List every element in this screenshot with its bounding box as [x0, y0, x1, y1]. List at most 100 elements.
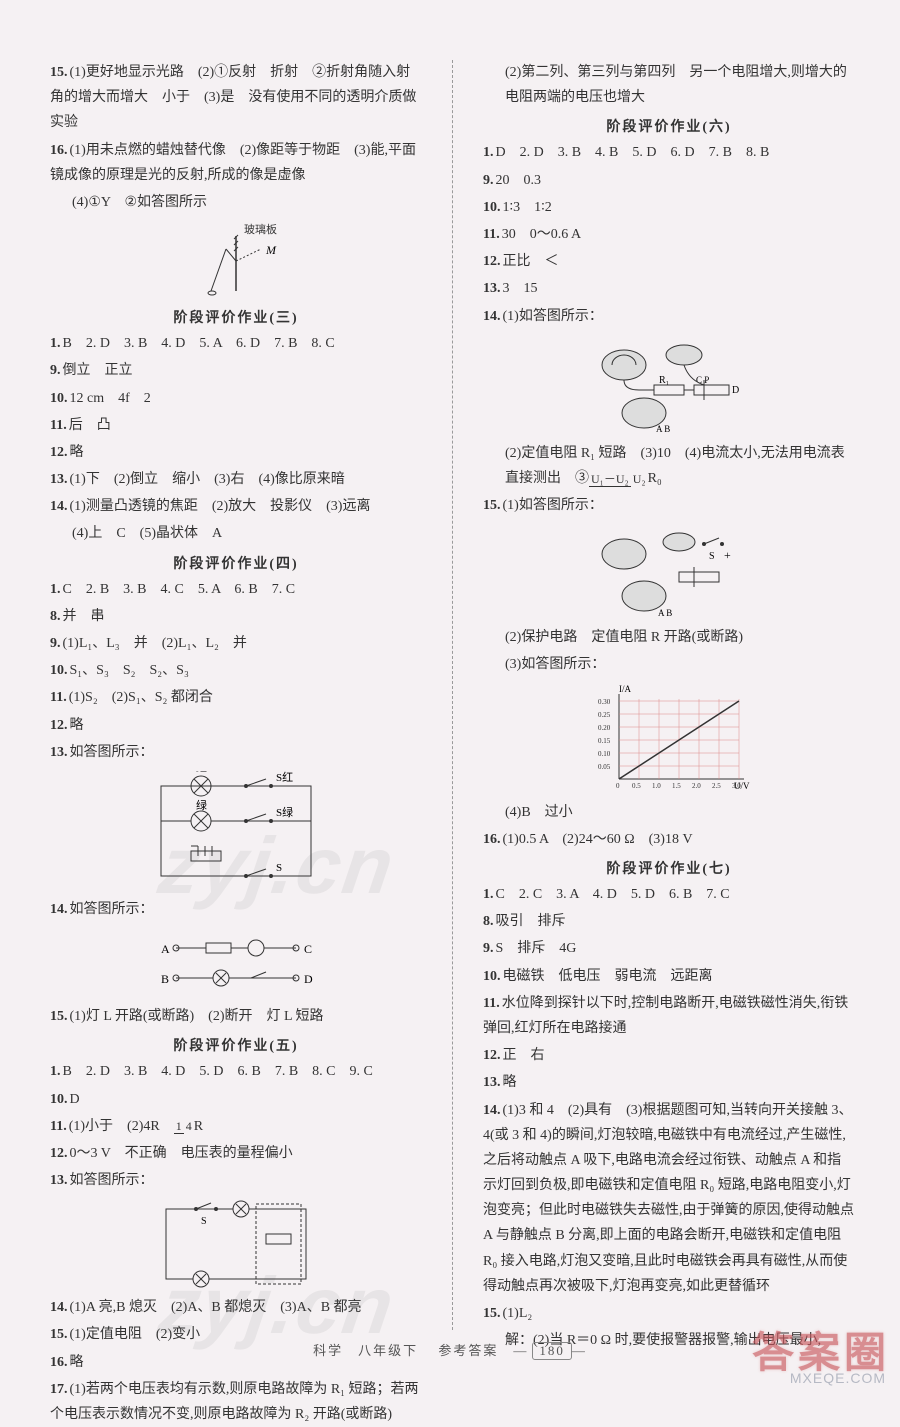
svg-text:+: + — [724, 548, 731, 562]
frac-bot: U₂ — [631, 472, 648, 486]
glass-label: 玻璃板 — [244, 222, 277, 236]
qnum: 11. — [50, 690, 67, 705]
frac-top: 1 — [174, 1119, 184, 1134]
qtext-post: R — [194, 1119, 203, 1134]
qtext: 略 — [70, 445, 84, 460]
label-s-red: S红 — [276, 771, 293, 784]
qtext: (1)S₂ (2)S₁、S₂ 都闭合 — [69, 690, 213, 705]
figure-circuit-measure-1: R₁ C P D A B — [483, 335, 855, 435]
svg-text:1.5: 1.5 — [672, 782, 681, 790]
svg-text:0.10: 0.10 — [598, 750, 611, 758]
section-4-title: 阶段评价作业(四) — [50, 553, 422, 573]
qtext: (1)灯 L 开路(或断路) (2)断开 灯 L 短路 — [70, 1009, 324, 1024]
qnum: 12. — [50, 445, 68, 460]
qtext: (1)0.5 A (2)24～60 Ω (3)18 V — [503, 832, 693, 847]
q16: 16.(1)用未点燃的蜡烛替代像 (2)像距等于物距 (3)能,平面镜成像的原理… — [50, 138, 422, 188]
label-cp: C P — [696, 375, 709, 385]
q15: 15.(1)更好地显示光路 (2)①反射 折射 ②折射角随入射角的增大而增大 小… — [50, 60, 422, 136]
qtext: (1)如答图所示： — [503, 309, 603, 324]
qtext: 30 0～0.6 A — [502, 227, 581, 242]
page-container: 15.(1)更好地显示光路 (2)①反射 折射 ②折射角随入射角的增大而增大 小… — [0, 0, 900, 1390]
svg-text:0.5: 0.5 — [632, 782, 641, 790]
s3-q14: 14.(1)测量凸透镜的焦距 (2)放大 投影仪 (3)远离 — [50, 494, 422, 519]
qtext: 电磁铁 低电压 弱电流 远距离 — [503, 969, 713, 984]
qtext: (1)L₁、L₃ 并 (2)L₁、L₂ 并 — [63, 636, 247, 651]
qnum: 9. — [483, 173, 494, 188]
qnum: 12. — [483, 254, 501, 269]
qnum: 11. — [483, 227, 500, 242]
section-6-title: 阶段评价作业(六) — [483, 116, 855, 136]
qtext: 正比 ＜ — [503, 254, 559, 269]
s4-q8: 8.并 串 — [50, 604, 422, 629]
footer-subject: 科学 八年级下 — [313, 1343, 418, 1358]
qnum: 1. — [483, 145, 494, 160]
s6-q14: 14.(1)如答图所示： — [483, 304, 855, 329]
svg-text:C: C — [304, 942, 312, 956]
s3-q12: 12.略 — [50, 440, 422, 465]
qnum: 10. — [50, 391, 68, 406]
qnum: 16. — [50, 143, 68, 158]
svg-text:0.05: 0.05 — [598, 763, 611, 771]
qtext: 倒立 正立 — [63, 363, 133, 378]
qtext: B 2. D 3. B 4. D 5. A 6. D 7. B 8. C — [63, 336, 335, 351]
qtext: (1)更好地显示光路 (2)①反射 折射 ②折射角随入射角的增大而增大 小于 (… — [50, 65, 416, 130]
qtext: 如答图所示： — [70, 902, 154, 917]
s3-q13: 13.(1)下 (2)倒立 缩小 (3)右 (4)像比原来暗 — [50, 467, 422, 492]
label-ab: A B — [658, 608, 672, 618]
s3-q11: 11.后 凸 — [50, 413, 422, 438]
label-green: 绿 — [196, 798, 207, 812]
s7-q13: 13.略 — [483, 1070, 855, 1095]
qnum: 8. — [50, 609, 61, 624]
svg-text:2.5: 2.5 — [712, 782, 721, 790]
s5-q13: 13.如答图所示： — [50, 1168, 422, 1193]
svg-text:S: S — [201, 1216, 207, 1227]
qnum: 8. — [483, 914, 494, 929]
s4-q9: 9.(1)L₁、L₃ 并 (2)L₁、L₂ 并 — [50, 631, 422, 656]
s7-q8: 8.吸引 排斥 — [483, 909, 855, 934]
qnum: 9. — [50, 363, 61, 378]
s4-q1: 1.C 2. B 3. B 4. C 5. A 6. B 7. C — [50, 577, 422, 602]
s4-q12: 12.略 — [50, 713, 422, 738]
left-column: 15.(1)更好地显示光路 (2)①反射 折射 ②折射角随入射角的增大而增大 小… — [50, 60, 422, 1330]
figure-circuit-rg: 红 S红 绿 S绿 S — [50, 771, 422, 891]
qtext: 正 右 — [503, 1048, 545, 1063]
s6-q14b: (2)定值电阻 R₁ 短路 (3)10 (4)电流太小,无法用电流表直接测出 ③… — [483, 441, 855, 491]
s6-q10: 10.1∶3 1∶2 — [483, 195, 855, 220]
label-red: 红 — [196, 771, 207, 774]
qtext: 吸引 排斥 — [496, 914, 566, 929]
qnum: 11. — [483, 996, 500, 1011]
section-5-title: 阶段评价作业(五) — [50, 1035, 422, 1055]
qnum: 1. — [50, 582, 61, 597]
qtext: 如答图所示： — [70, 745, 154, 760]
qnum: 15. — [50, 65, 68, 80]
qtext: S₁、S₃ S₂ S₂、S₃ — [70, 663, 189, 678]
qtext: D 2. D 3. B 4. B 5. D 6. D 7. B 8. B — [496, 145, 770, 160]
qtext: C 2. C 3. A 4. D 5. D 6. B 7. C — [496, 887, 730, 902]
qnum: 17. — [50, 1382, 68, 1397]
qnum: 11. — [50, 418, 67, 433]
figure-circuit-dashed: S — [50, 1199, 422, 1289]
qnum: 14. — [483, 309, 501, 324]
section-7-title: 阶段评价作业(七) — [483, 858, 855, 878]
qtext: D — [70, 1092, 80, 1107]
qnum: 14. — [50, 499, 68, 514]
qtext-pre: (2)定值电阻 R₁ 短路 (3)10 (4)电流太小,无法用电流表直接测出 ③ — [505, 446, 845, 486]
s6-q9: 9.20 0.3 — [483, 168, 855, 193]
qtext: (1)用未点燃的蜡烛替代像 (2)像距等于物距 (3)能,平面镜成像的原理是光的… — [50, 143, 416, 183]
s5-q1: 1.B 2. D 3. B 4. D 5. D 6. B 7. B 8. C 9… — [50, 1059, 422, 1084]
qtext: (1)测量凸透镜的焦距 (2)放大 投影仪 (3)远离 — [70, 499, 371, 514]
fraction: 14 — [174, 1120, 194, 1132]
frac-bot: 4 — [184, 1119, 194, 1133]
s3-q14b: (4)上 C (5)晶状体 A — [50, 521, 422, 546]
column-separator — [452, 60, 453, 1330]
qnum: 15. — [483, 1306, 501, 1321]
qnum: 13. — [483, 1075, 501, 1090]
s5-q17: 17.(1)若两个电压表均有示数,则原电路故障为 R₁ 短路；若两个电压表示数情… — [50, 1377, 422, 1427]
svg-text:2.0: 2.0 — [692, 782, 701, 790]
svg-text:0: 0 — [616, 782, 620, 790]
label-s-green: S绿 — [276, 805, 293, 819]
q16-line3: (4)①Y ②如答图所示 — [50, 190, 422, 215]
qtext: 略 — [70, 718, 84, 733]
svg-text:1.0: 1.0 — [652, 782, 661, 790]
qtext: (1)如答图所示： — [503, 498, 603, 513]
